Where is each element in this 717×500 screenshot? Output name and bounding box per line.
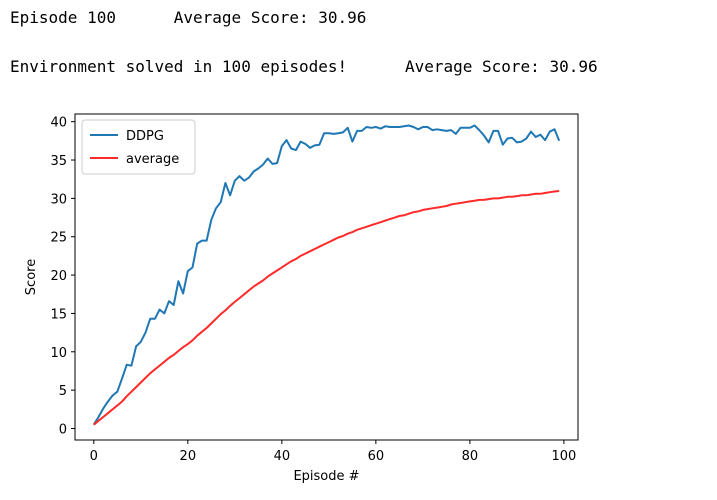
score-chart: 0 5 10 15 20 25 30 35 40 0 20 40 60 80 100 Episode # Sco…	[24, 113, 579, 484]
x-tick-label: 60	[368, 449, 385, 464]
y-tick-label: 20	[50, 269, 67, 284]
y-tick-label: 25	[50, 231, 67, 246]
x-tick-label: 20	[180, 449, 197, 464]
x-tick-label: 100	[551, 449, 576, 464]
series-line-average	[93, 190, 560, 426]
legend-label: average	[126, 152, 179, 167]
chart-container: 0 5 10 15 20 25 30 35 40 0 20 40 60 80 100 Episode # Sco…	[0, 100, 717, 495]
plot-frame	[74, 113, 579, 441]
x-tick-label: 80	[462, 449, 479, 464]
y-tick-label: 35	[50, 154, 67, 169]
legend-label: DDPG	[126, 129, 164, 144]
x-axis-label: Episode #	[293, 469, 359, 484]
y-tick-label: 30	[50, 192, 67, 207]
solved-status-text: Environment solved in 100 episodes! Aver…	[10, 57, 598, 76]
y-tick-label: 10	[50, 346, 67, 361]
y-axis-label: Score	[24, 259, 39, 295]
y-tick-label: 40	[50, 116, 67, 131]
y-tick-label: 5	[59, 384, 67, 399]
x-tick-label: 0	[90, 449, 98, 464]
episode-progress-text: Episode 100 Average Score: 30.96	[10, 8, 367, 27]
legend-box	[81, 119, 196, 175]
y-tick-label: 0	[59, 422, 67, 437]
x-tick-label: 40	[274, 449, 291, 464]
series-line-ddpg	[92, 124, 561, 426]
y-tick-label: 15	[50, 307, 67, 322]
